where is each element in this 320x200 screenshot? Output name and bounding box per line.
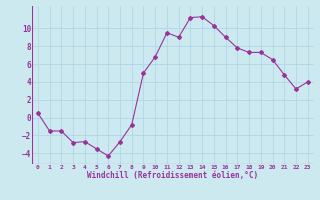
X-axis label: Windchill (Refroidissement éolien,°C): Windchill (Refroidissement éolien,°C)	[87, 171, 258, 180]
